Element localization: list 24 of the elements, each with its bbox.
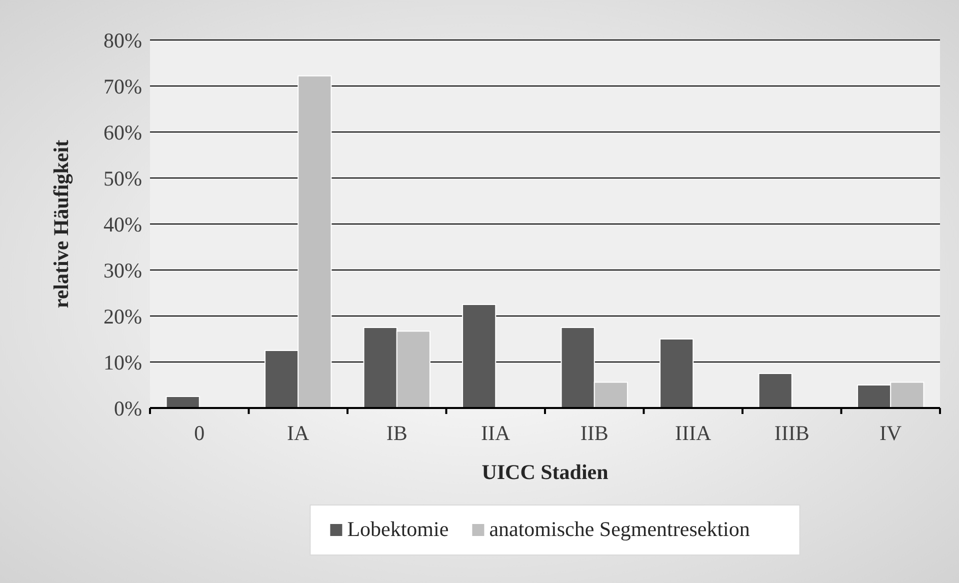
x-tick-label: IIIB bbox=[774, 421, 810, 445]
y-tick-label: 40% bbox=[104, 212, 142, 236]
x-tick-label: IV bbox=[880, 421, 902, 445]
y-tick-label: 80% bbox=[104, 28, 142, 52]
y-axis-title: relative Häufigkeit bbox=[49, 140, 73, 308]
legend-label: Lobektomie bbox=[347, 517, 449, 541]
x-tick-label: 0 bbox=[194, 421, 205, 445]
x-axis-title: UICC Stadien bbox=[482, 460, 609, 484]
y-tick-label: 30% bbox=[104, 258, 142, 282]
y-tick-label: 60% bbox=[104, 120, 142, 144]
y-tick-label: 20% bbox=[104, 304, 142, 328]
y-tick-label: 70% bbox=[104, 74, 142, 98]
x-tick-label: IB bbox=[386, 421, 408, 445]
x-tick-label: IIA bbox=[481, 421, 512, 445]
bar bbox=[462, 304, 496, 408]
x-tick-label: IIIA bbox=[675, 421, 712, 445]
x-tick-label: IIB bbox=[580, 421, 608, 445]
y-tick-label: 10% bbox=[104, 350, 142, 374]
bar bbox=[758, 373, 792, 408]
y-tick-label: 50% bbox=[104, 166, 142, 190]
x-tick-label: IA bbox=[287, 421, 310, 445]
y-tick-label: 0% bbox=[114, 396, 142, 420]
legend-label: anatomische Segmentresektion bbox=[489, 517, 750, 541]
bar bbox=[660, 338, 694, 408]
